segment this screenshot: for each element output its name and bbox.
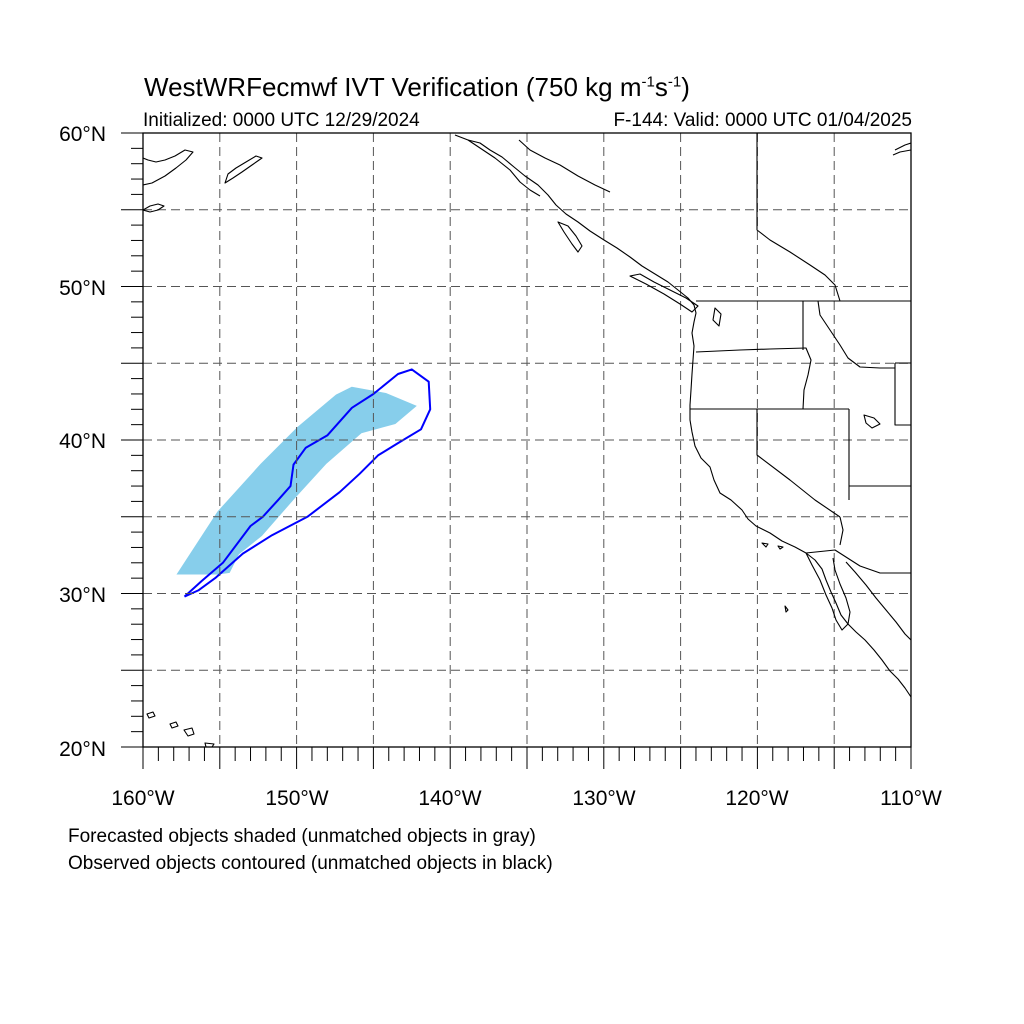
observed-object-contour [183, 368, 432, 598]
coastline-alaska [143, 149, 194, 186]
border-az-ca [839, 516, 844, 546]
lon-label: 140°W [418, 787, 481, 810]
coastline-north-america [454, 134, 911, 698]
lat-label: 30°N [59, 584, 106, 607]
border-wyoming [894, 362, 911, 426]
border-us-mexico [805, 549, 911, 574]
border-idaho-montana [817, 300, 895, 369]
footnote-forecast: Forecasted objects shaded (unmatched obj… [68, 826, 536, 847]
lat-label: 50°N [59, 277, 106, 300]
lon-label: 120°W [725, 787, 788, 810]
longitude-labels: 160°W 150°W 140°W 130°W 120°W 110°W [111, 787, 942, 810]
latitude-labels: 60°N 50°N 40°N 30°N 20°N [59, 123, 106, 761]
border-bc-alberta [756, 133, 841, 302]
lon-label: 150°W [265, 787, 328, 810]
border-wa-or [695, 347, 807, 353]
coastline-vancouver-island [629, 273, 699, 313]
lat-label: 20°N [59, 738, 106, 761]
border-or-id [802, 347, 812, 410]
coastline-baja [805, 552, 851, 631]
coastline-haida-gwaii [557, 221, 583, 253]
footnote-observed: Observed objects contoured (unmatched ob… [68, 853, 553, 874]
lon-label: 160°W [111, 787, 174, 810]
lon-label: 130°W [572, 787, 635, 810]
coastline-hawaii [146, 711, 156, 719]
lat-label: 40°N [59, 430, 106, 453]
map-title: WestWRFecmwf IVT Verification (750 kg m-… [144, 72, 690, 102]
initialized-time: Initialized: 0000 UTC 12/29/2024 [143, 110, 420, 131]
border-ca-nv [756, 409, 841, 518]
lat-label: 60°N [59, 123, 106, 146]
valid-time: F-144: Valid: 0000 UTC 01/04/2025 [613, 110, 912, 131]
border-alaska-canada [518, 139, 611, 193]
lon-label: 110°W [880, 787, 942, 810]
